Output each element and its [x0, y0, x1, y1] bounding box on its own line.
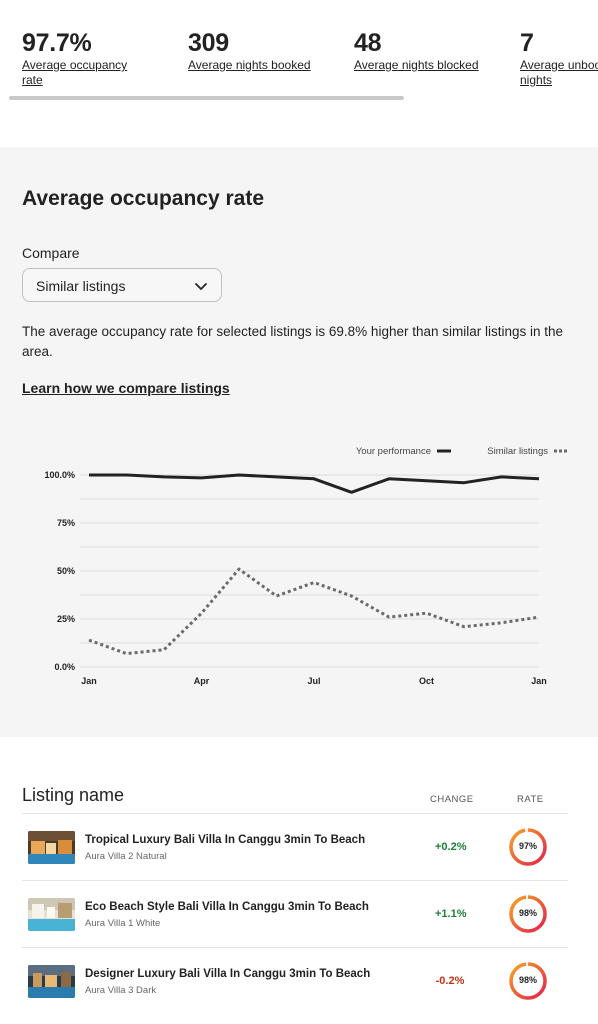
listing-change: +0.2% [435, 841, 467, 853]
occupancy-panel: Average occupancy rate Compare Similar l… [0, 147, 598, 737]
panel-title: Average occupancy rate [22, 187, 265, 210]
listing-subtitle: Aura Villa 3 Dark [85, 985, 157, 996]
x-tick-label: Jul [307, 676, 320, 686]
horizontal-scrollbar[interactable] [9, 96, 404, 100]
table-row[interactable]: Designer Luxury Bali Villa In Canggu 3mi… [22, 947, 568, 1014]
listing-title: Eco Beach Style Bali Villa In Canggu 3mi… [85, 901, 369, 913]
rate-ring [509, 962, 547, 1000]
learn-compare-link[interactable]: Learn how we compare listings [22, 380, 230, 396]
series-line-your-performance [89, 473, 540, 494]
stat-label[interactable]: Average nights blocked [354, 58, 479, 72]
stat-nights-blocked[interactable]: 48 Average nights blocked [354, 28, 484, 73]
listing-thumbnail [28, 965, 75, 998]
comparison-description: The average occupancy rate for selected … [22, 324, 564, 359]
rate-ring-fill [509, 828, 547, 866]
stat-label[interactable]: Average unbooked [520, 58, 598, 72]
compare-select[interactable]: Similar listings [22, 268, 222, 302]
rate-ring [509, 828, 547, 866]
stat-label[interactable]: Average occupancy [22, 58, 128, 72]
column-header-change: CHANGE [430, 794, 474, 805]
listing-thumbnail [28, 831, 75, 864]
rate-value: 98% [518, 908, 537, 918]
column-header-rate: RATE [517, 794, 544, 805]
series-line-similar-listings [88, 567, 540, 656]
rate-ring-fill [509, 895, 547, 933]
table-row[interactable]: Eco Beach Style Bali Villa In Canggu 3mi… [22, 880, 568, 947]
x-tick-label: Oct [419, 676, 434, 686]
table-title: Listing name [22, 785, 125, 805]
listing-change: +1.1% [435, 908, 467, 920]
stat-nights-booked[interactable]: 309 Average nights booked [188, 28, 318, 73]
y-tick-label: 50% [57, 566, 75, 576]
stat-unbooked-nights[interactable]: 7 Average unbooked nights [520, 28, 598, 88]
listing-title: Tropical Luxury Bali Villa In Canggu 3mi… [85, 834, 366, 846]
x-tick-label: Apr [194, 676, 210, 686]
x-tick-label: Jan [531, 676, 547, 686]
x-tick-label: Jan [81, 676, 97, 686]
stat-value: 309 [188, 29, 229, 57]
rate-ring [509, 895, 547, 933]
legend-label-your-performance: Your performance [356, 446, 431, 457]
rate-ring-fill [509, 962, 547, 1000]
listings-table: Listing name CHANGE RATE Tropical Luxury… [0, 737, 598, 1024]
y-tick-label: 100.0% [44, 470, 75, 480]
stats-header: 97.7% Average occupancy rate 309 Average… [0, 0, 598, 147]
chevron-down-icon [195, 283, 207, 290]
listing-thumbnail [28, 898, 75, 931]
stat-value: 7 [520, 29, 534, 57]
listing-title: Designer Luxury Bali Villa In Canggu 3mi… [85, 968, 371, 980]
stat-value: 48 [354, 29, 382, 57]
compare-select-value: Similar listings [36, 278, 126, 294]
y-tick-label: 0.0% [54, 662, 75, 672]
stat-occupancy[interactable]: 97.7% Average occupancy rate [22, 28, 152, 88]
table-row[interactable]: Tropical Luxury Bali Villa In Canggu 3mi… [22, 813, 568, 880]
listing-subtitle: Aura Villa 2 Natural [85, 851, 167, 862]
occupancy-chart: 100.0% 75% 50% 25% 0.0% Jan Apr Jul Oct Jan Your p… [44, 446, 568, 686]
y-tick-label: 75% [57, 518, 75, 528]
compare-label: Compare [22, 245, 80, 261]
stat-label[interactable]: Average nights booked [188, 58, 311, 72]
legend-label-similar-listings: Similar listings [487, 446, 548, 457]
rate-value: 98% [518, 975, 537, 985]
stat-label-line2[interactable]: rate [22, 73, 43, 87]
y-tick-label: 25% [57, 614, 75, 624]
rate-value: 97% [518, 841, 537, 851]
listing-change: -0.2% [435, 975, 465, 987]
stat-value: 97.7% [22, 29, 92, 57]
listing-subtitle: Aura Villa 1 White [85, 918, 161, 929]
stat-label-line2[interactable]: nights [520, 73, 553, 87]
